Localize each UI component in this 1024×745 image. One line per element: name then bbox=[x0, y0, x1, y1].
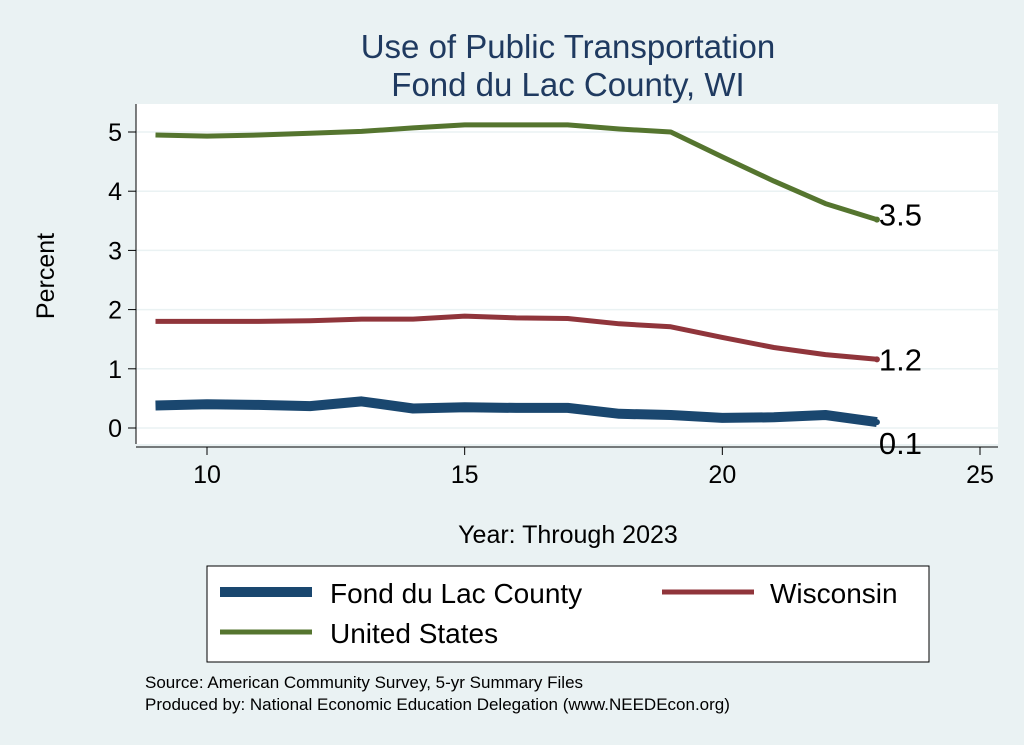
legend-label-united-states: United States bbox=[330, 618, 498, 649]
x-axis-label: Year: Through 2023 bbox=[458, 521, 678, 549]
source-note: Source: American Community Survey, 5-yr … bbox=[145, 673, 583, 692]
axes bbox=[128, 104, 998, 455]
series-lines bbox=[155, 122, 880, 428]
legend-label-wisconsin: Wisconsin bbox=[770, 578, 898, 609]
x-tick-labels: 10 15 20 25 bbox=[193, 461, 994, 489]
y-tick-label-3: 3 bbox=[108, 237, 122, 265]
x-tick-label-25: 25 bbox=[966, 461, 994, 489]
x-tick-label-20: 20 bbox=[708, 461, 736, 489]
plot-area bbox=[136, 104, 998, 444]
legend-label-fond-du-lac: Fond du Lac County bbox=[330, 578, 582, 609]
y-axis-label: Percent bbox=[32, 233, 60, 319]
series-line-fond-du-lac-county bbox=[155, 396, 878, 428]
series-line-united-states bbox=[155, 122, 878, 222]
series-endpoint-wisconsin bbox=[873, 356, 880, 363]
end-label-wisconsin: 1.2 bbox=[879, 342, 922, 377]
end-label-fond-du-lac-county: 0.1 bbox=[879, 426, 922, 461]
y-tick-label-0: 0 bbox=[108, 415, 122, 443]
series-endpoint-united-states bbox=[873, 216, 880, 223]
y-tick-label-1: 1 bbox=[108, 356, 122, 384]
y-tick-label-4: 4 bbox=[108, 178, 122, 206]
y-tick-label-5: 5 bbox=[108, 119, 122, 147]
y-tick-labels: 0 1 2 3 4 5 bbox=[108, 119, 122, 443]
producer-note: Produced by: National Economic Education… bbox=[145, 695, 730, 714]
x-tick-label-10: 10 bbox=[193, 461, 221, 489]
series-line-wisconsin bbox=[155, 313, 878, 362]
legend: Fond du Lac County Wisconsin United Stat… bbox=[206, 565, 930, 663]
series-endpoint-fond-du-lac-county bbox=[873, 419, 880, 426]
end-label-united-states: 3.5 bbox=[879, 198, 922, 233]
chart-title-line-2: Fond du Lac County, WI bbox=[391, 66, 744, 103]
legend-box bbox=[206, 565, 930, 663]
end-labels: 0.1 1.2 3.5 bbox=[879, 198, 922, 461]
y-tick-label-2: 2 bbox=[108, 297, 122, 325]
x-tick-label-15: 15 bbox=[451, 461, 479, 489]
chart-title-line-1: Use of Public Transportation bbox=[361, 28, 776, 65]
